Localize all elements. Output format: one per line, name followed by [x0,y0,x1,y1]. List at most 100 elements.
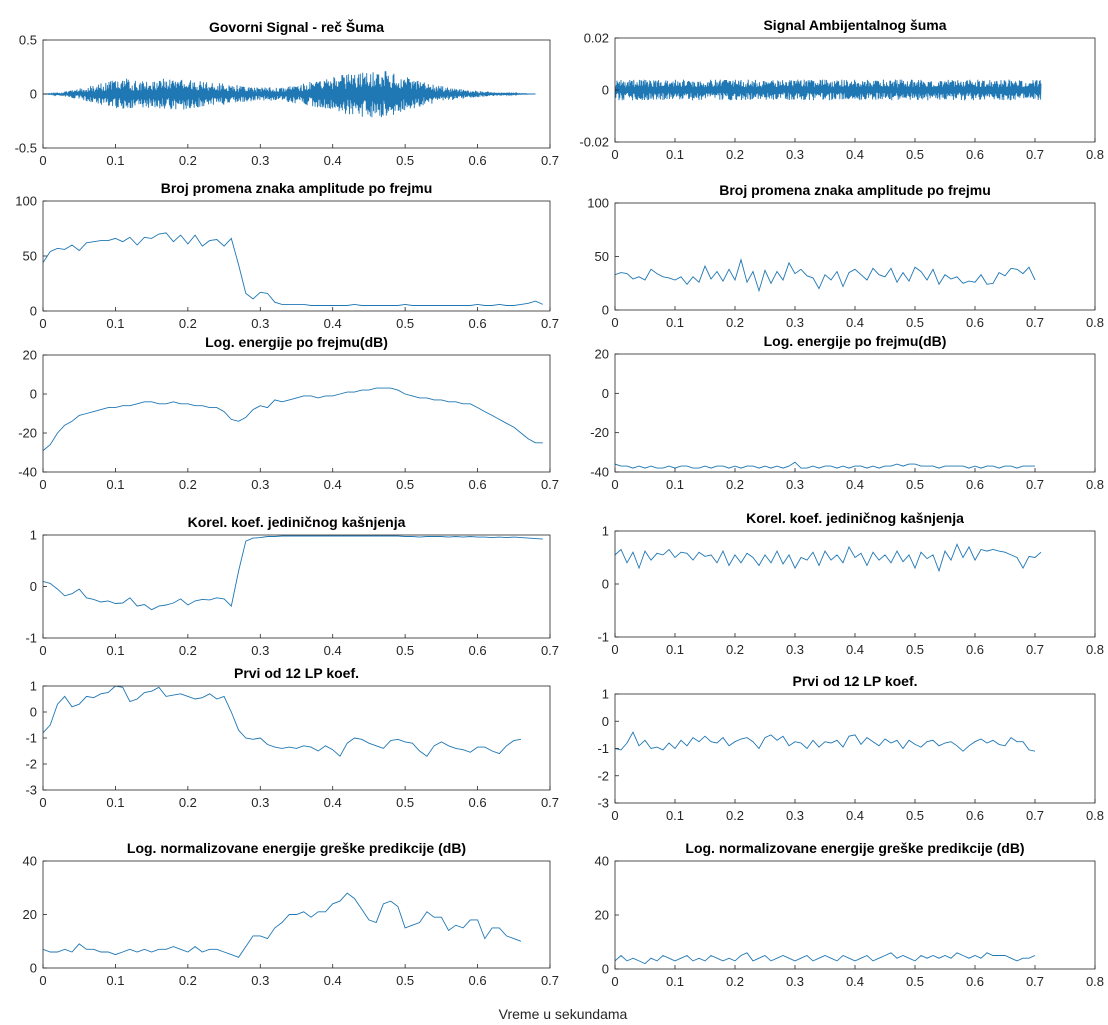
axes-box-l3 [42,534,551,639]
x-tick-label-r1-2: 0.2 [726,315,744,330]
x-tick-label-r4-1: 0.1 [666,808,684,823]
x-tick-label-l5-1: 0.1 [106,973,124,988]
series-line-r5-0 [615,952,1036,965]
y-tick-label-r5-1: 20 [595,908,609,923]
series-line-l3-0 [43,535,543,611]
plot-l2: 0 0.1 0.2 0.3 0.4 0.5 0.6 0.7 -40 -20 0 20 Log. ener… [18,334,559,492]
y-tick-label-r1-0: 0 [602,303,609,318]
chart-title-l1: Broj promena znaka amplitude po frejmu [161,180,433,196]
y-tick-label-l4-4: 1 [30,679,37,694]
x-tick-label-r3-3: 0.3 [786,642,804,657]
x-tick-label-l5-0: 0 [39,973,46,988]
y-tick-label-r2-0: -40 [590,465,609,480]
x-tick-label-r0-5: 0.5 [906,147,924,162]
x-tick-label-l5-3: 0.3 [251,973,269,988]
y-tick-label-r3-0: -1 [597,630,609,645]
y-tick-label-r2-2: 0 [602,386,609,401]
x-tick-label-r5-5: 0.5 [906,974,924,989]
x-tick-label-l0-6: 0.6 [469,153,487,168]
chart-title-r1: Broj promena znaka amplitude po frejmu [719,182,991,198]
plot-r2: 0 0.1 0.2 0.3 0.4 0.5 0.6 0.7 0.8 -40 -20 0 20 Log. e… [590,333,1104,492]
y-tick-label-l3-0: -1 [25,631,37,646]
x-tick-label-l0-4: 0.4 [324,153,342,168]
axes-box-r4 [614,693,1096,804]
y-tick-label-r4-0: -3 [597,796,609,811]
x-tick-label-l3-1: 0.1 [106,643,124,658]
x-tick-label-r3-8: 0.8 [1086,642,1104,657]
y-tick-label-l3-2: 1 [30,528,37,543]
y-tick-label-l5-2: 40 [23,854,37,869]
y-tick-label-l2-1: -20 [18,426,37,441]
chart-title-r4: Prvi od 12 LP koef. [792,673,917,689]
y-tick-label-r2-1: -20 [590,425,609,440]
chart-title-r5: Log. normalizovane energije greške predi… [685,840,1024,856]
series-line-r0-0 [615,79,1042,101]
x-tick-label-l4-2: 0.2 [179,795,197,810]
y-tick-label-r1-1: 50 [595,249,609,264]
series-line-r1-0 [615,258,1036,293]
y-tick-label-l0-2: 0.5 [19,33,37,48]
y-tick-label-r4-4: 1 [602,687,609,702]
x-tick-label-r4-4: 0.4 [846,808,864,823]
x-tick-label-l4-3: 0.3 [251,795,269,810]
x-tick-label-r4-7: 0.7 [1026,808,1044,823]
x-tick-label-r0-6: 0.6 [966,147,984,162]
series-line-l1-0 [43,232,543,306]
x-tick-label-r2-6: 0.6 [966,477,984,492]
y-tick-label-l1-2: 100 [15,194,37,209]
chart-title-r3: Korel. koef. jediničnog kašnjenja [746,510,964,526]
x-tick-label-r3-2: 0.2 [726,642,744,657]
x-tick-label-r3-6: 0.6 [966,642,984,657]
axes-box-r1 [614,202,1096,311]
x-tick-label-r4-5: 0.5 [906,808,924,823]
y-tick-label-l2-3: 20 [23,348,37,363]
y-tick-label-l0-1: 0 [30,87,37,102]
y-tick-label-r0-1: 0 [602,83,609,98]
x-tick-label-l2-7: 0.7 [541,477,559,492]
y-tick-label-r4-2: -1 [597,741,609,756]
x-tick-label-r0-3: 0.3 [786,147,804,162]
x-tick-label-r1-6: 0.6 [966,315,984,330]
axes-box-l2 [42,354,551,473]
x-tick-label-r2-2: 0.2 [726,477,744,492]
y-tick-label-l5-0: 0 [30,961,37,976]
x-tick-label-l4-7: 0.7 [541,795,559,810]
x-tick-label-r1-8: 0.8 [1086,315,1104,330]
chart-title-r2: Log. energije po frejmu(dB) [764,333,947,349]
x-tick-label-r4-0: 0 [611,808,618,823]
y-tick-label-r4-1: -2 [597,768,609,783]
series-line-r4-0 [615,731,1036,752]
y-tick-label-l2-2: 0 [30,387,37,402]
x-tick-label-l2-1: 0.1 [106,477,124,492]
axes-box-l4 [42,685,551,791]
x-tick-label-l4-0: 0 [39,795,46,810]
x-tick-label-l1-5: 0.5 [396,316,414,331]
x-tick-label-r5-4: 0.4 [846,974,864,989]
axes-box-r5 [614,860,1096,970]
x-tick-label-l0-5: 0.5 [396,153,414,168]
x-tick-label-r3-0: 0 [611,642,618,657]
x-tick-label-r2-4: 0.4 [846,477,864,492]
x-tick-label-l3-4: 0.4 [324,643,342,658]
y-tick-label-l1-0: 0 [30,304,37,319]
x-tick-label-r5-7: 0.7 [1026,974,1044,989]
x-tick-label-l3-2: 0.2 [179,643,197,658]
x-tick-label-r1-3: 0.3 [786,315,804,330]
y-tick-label-l1-1: 50 [23,249,37,264]
series-line-l5-0 [43,892,522,958]
x-tick-label-r0-7: 0.7 [1026,147,1044,162]
x-tick-label-l2-3: 0.3 [251,477,269,492]
axes-box-r3 [614,530,1096,638]
x-tick-label-r1-5: 0.5 [906,315,924,330]
x-tick-label-l4-5: 0.5 [396,795,414,810]
y-tick-label-l0-0: -0.5 [15,141,37,156]
x-tick-label-r1-1: 0.1 [666,315,684,330]
y-tick-label-r5-2: 40 [595,854,609,869]
x-tick-label-r3-5: 0.5 [906,642,924,657]
plot-r0: 0 0.1 0.2 0.3 0.4 0.5 0.6 0.7 0.8-0.0200.02Signa… [579,17,1104,162]
plot-r4: 0 0.1 0.2 0.3 0.4 0.5 0.6 0.7 0.8 -3 -2 -1 0 1 Prvi od… [597,673,1104,823]
y-tick-label-r1-2: 100 [587,196,609,211]
y-tick-label-r5-0: 0 [602,962,609,977]
